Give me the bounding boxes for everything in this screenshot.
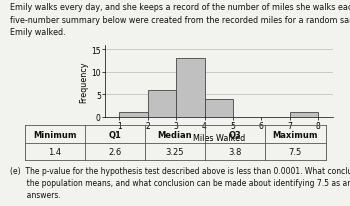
Text: 3.8: 3.8 xyxy=(229,147,242,156)
Text: 3.25: 3.25 xyxy=(166,147,184,156)
Text: (e)  The p-value for the hypothesis test described above is less than 0.0001. Wh: (e) The p-value for the hypothesis test … xyxy=(10,166,350,199)
Y-axis label: Frequency: Frequency xyxy=(79,61,89,102)
Bar xyxy=(148,90,176,117)
X-axis label: Miles Walked: Miles Walked xyxy=(193,133,245,142)
Text: 1.4: 1.4 xyxy=(48,147,61,156)
Bar xyxy=(204,99,233,117)
Text: Minimum: Minimum xyxy=(33,130,76,139)
Bar xyxy=(290,113,318,117)
Text: Maximum: Maximum xyxy=(273,130,318,139)
Bar xyxy=(119,113,148,117)
Text: 7.5: 7.5 xyxy=(289,147,302,156)
Bar xyxy=(176,59,204,117)
Text: Q3: Q3 xyxy=(229,130,241,139)
Text: Median: Median xyxy=(158,130,192,139)
Text: Q1: Q1 xyxy=(108,130,121,139)
Text: 2.6: 2.6 xyxy=(108,147,121,156)
Text: Emily walks every day, and she keeps a record of the number of miles she walks e: Emily walks every day, and she keeps a r… xyxy=(10,3,350,37)
